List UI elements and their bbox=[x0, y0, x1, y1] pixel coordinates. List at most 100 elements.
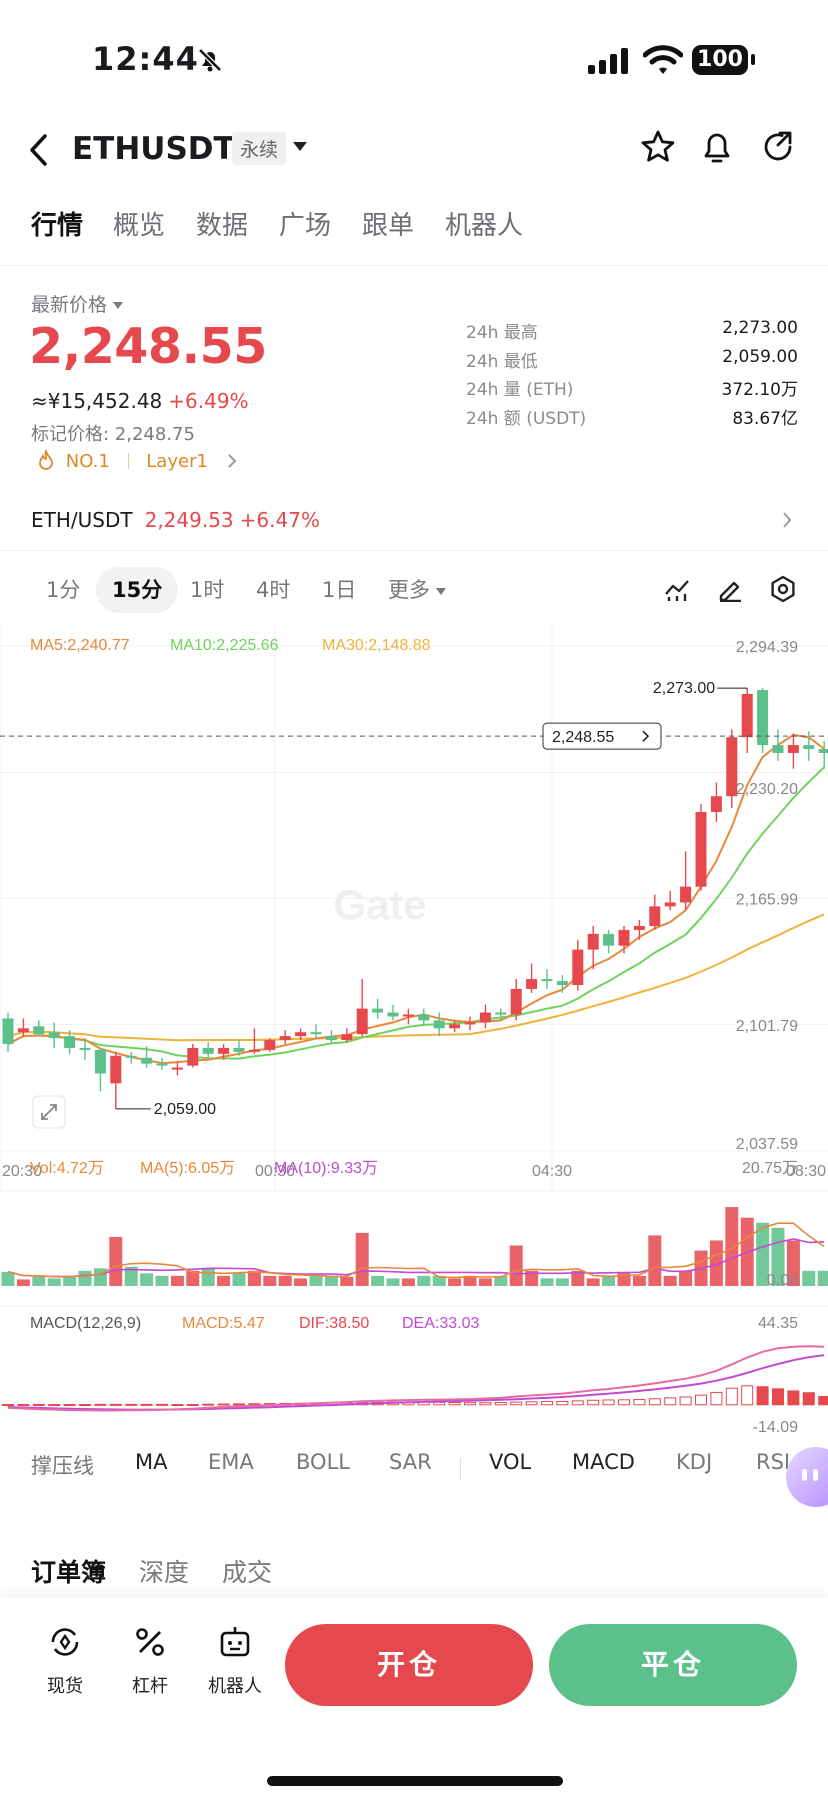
macd-bar bbox=[772, 1388, 784, 1406]
timeframe-4h[interactable]: 4时 bbox=[256, 578, 291, 602]
candle bbox=[649, 906, 661, 927]
chevron-down-icon[interactable] bbox=[293, 142, 307, 151]
macd-bar bbox=[464, 1402, 476, 1406]
volume-bar bbox=[186, 1270, 200, 1286]
tab-data[interactable]: 数据 bbox=[196, 211, 249, 241]
candle bbox=[141, 1057, 153, 1064]
macd-bar bbox=[587, 1399, 600, 1406]
rank-row[interactable]: NO.1 Layer1 bbox=[38, 447, 238, 472]
leverage-button[interactable]: 杠杆 bbox=[110, 1624, 190, 1697]
spot-pair-row[interactable]: ETH/USDT 2,249.53 +6.47% bbox=[31, 508, 320, 532]
spot-label: 现货 bbox=[47, 1676, 83, 1697]
candle bbox=[110, 1055, 122, 1084]
volume-bar bbox=[679, 1270, 693, 1286]
candle bbox=[433, 1020, 445, 1029]
symbol-title[interactable]: ETHUSDT bbox=[72, 131, 235, 167]
candle bbox=[787, 745, 799, 753]
candle bbox=[479, 1012, 491, 1023]
macd-bar bbox=[79, 1403, 91, 1406]
volume-bar bbox=[602, 1275, 616, 1286]
macd-bar bbox=[818, 1396, 828, 1406]
macd-bar bbox=[186, 1403, 199, 1406]
share-icon[interactable] bbox=[760, 129, 796, 165]
caret-down-icon bbox=[436, 587, 446, 595]
macd-bar bbox=[125, 1403, 138, 1406]
divider bbox=[0, 265, 828, 266]
candle bbox=[264, 1040, 276, 1050]
candle bbox=[541, 979, 553, 982]
timeframe-15m[interactable]: 15分 bbox=[96, 567, 179, 613]
macd-axis-tick: -14.09 bbox=[753, 1419, 798, 1436]
draw-icon[interactable] bbox=[717, 576, 743, 602]
spot-button[interactable]: 现货 bbox=[25, 1624, 105, 1697]
chevron-right-icon[interactable] bbox=[781, 511, 793, 529]
macd-bar bbox=[679, 1396, 692, 1406]
timeframe-1h[interactable]: 1时 bbox=[190, 578, 225, 602]
indicator-ema[interactable]: EMA bbox=[208, 1450, 254, 1474]
candle bbox=[356, 1008, 368, 1035]
indicator-ma[interactable]: MA bbox=[135, 1450, 168, 1474]
tab-orderbook[interactable]: 订单簿 bbox=[31, 1558, 107, 1587]
bell-icon[interactable] bbox=[700, 129, 734, 165]
volume-bar bbox=[32, 1276, 46, 1286]
latest-price-label[interactable]: 最新价格 bbox=[31, 290, 124, 317]
tab-market[interactable]: 行情 bbox=[31, 211, 84, 241]
tab-square[interactable]: 广场 bbox=[279, 211, 332, 241]
assistant-bubble[interactable] bbox=[786, 1447, 828, 1507]
macd-bar bbox=[756, 1386, 769, 1406]
indicator-macd[interactable]: MACD bbox=[572, 1450, 635, 1474]
open-position-button[interactable]: 开仓 bbox=[285, 1624, 533, 1706]
indicator-boll[interactable]: BOLL bbox=[296, 1450, 350, 1474]
close-position-button[interactable]: 平仓 bbox=[549, 1624, 797, 1706]
candle bbox=[156, 1063, 168, 1066]
timeframe-more[interactable]: 更多 bbox=[388, 567, 446, 613]
indicator-rsi[interactable]: RSI bbox=[756, 1450, 791, 1474]
volume-bar bbox=[448, 1278, 462, 1286]
candle bbox=[603, 933, 615, 946]
tab-copy-trade[interactable]: 跟单 bbox=[362, 211, 415, 241]
timeframe-1d[interactable]: 1日 bbox=[322, 578, 357, 602]
indicator-icon[interactable] bbox=[664, 578, 690, 602]
macd-bar bbox=[648, 1398, 661, 1406]
timeframe-1m[interactable]: 1分 bbox=[46, 578, 81, 602]
tab-overview[interactable]: 概览 bbox=[113, 211, 166, 241]
settings-icon[interactable] bbox=[769, 575, 797, 603]
tab-bots[interactable]: 机器人 bbox=[445, 211, 524, 241]
star-icon[interactable] bbox=[640, 129, 676, 165]
macd-bar bbox=[633, 1399, 646, 1406]
contract-type-badge: 永续 bbox=[232, 132, 287, 165]
macd-bar bbox=[233, 1403, 245, 1406]
volume-bar bbox=[124, 1266, 138, 1286]
change-percent: +6.49% bbox=[168, 389, 249, 413]
candle bbox=[94, 1049, 106, 1074]
volume-bar bbox=[478, 1278, 492, 1286]
candle bbox=[325, 1036, 337, 1041]
spot-icon bbox=[51, 1628, 79, 1656]
stats-panel: 24h 最高 2,273.00 24h 最低 2,059.00 24h 量 (ETH… bbox=[466, 318, 798, 432]
tab-depth[interactable]: 深度 bbox=[139, 1558, 190, 1587]
indicator-support-resistance[interactable]: 撑压线 bbox=[31, 1454, 94, 1478]
candle bbox=[710, 796, 722, 812]
rank-label: NO.1 bbox=[65, 451, 110, 472]
indicator-sar[interactable]: SAR bbox=[389, 1450, 432, 1474]
bot-button[interactable]: 机器人 bbox=[195, 1624, 275, 1697]
candle bbox=[171, 1067, 183, 1070]
volume-bar bbox=[47, 1278, 61, 1286]
macd-bar bbox=[109, 1403, 122, 1406]
candle bbox=[233, 1047, 245, 1052]
candle bbox=[526, 979, 538, 989]
macd-bar bbox=[618, 1399, 630, 1406]
caret-down-icon bbox=[113, 302, 124, 309]
back-icon[interactable] bbox=[28, 133, 50, 167]
candle bbox=[295, 1032, 307, 1037]
candle bbox=[464, 1022, 476, 1025]
volume-bar bbox=[571, 1270, 585, 1286]
macd-bar bbox=[664, 1397, 677, 1406]
kline-chart[interactable]: Gate 2,248.55 2,273.00 2,059.00 MA5:2,240.7… bbox=[0, 626, 828, 1436]
chevron-right-icon bbox=[642, 730, 650, 742]
indicator-kdj[interactable]: KDJ bbox=[676, 1450, 713, 1474]
tab-trades[interactable]: 成交 bbox=[222, 1558, 273, 1587]
price-axis-tick: 2,037.59 bbox=[736, 1136, 798, 1153]
stat-label: 24h 量 (ETH) bbox=[466, 380, 574, 400]
indicator-vol[interactable]: VOL bbox=[489, 1450, 532, 1474]
